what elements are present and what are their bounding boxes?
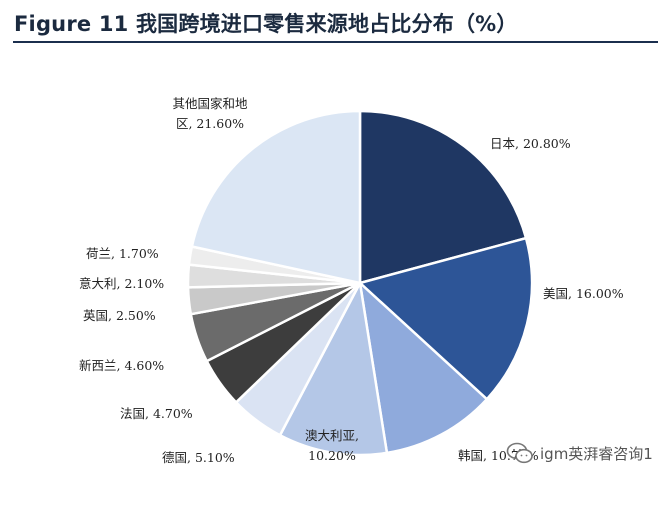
slice-label-line: 意大利, 2.10% <box>79 276 164 291</box>
slice-label-8: 意大利, 2.10% <box>79 276 164 291</box>
title-divider <box>13 41 658 43</box>
slice-label-line: 法国, 4.70% <box>120 406 193 421</box>
pie-slice-0 <box>358 109 528 285</box>
slice-label-1: 美国, 16.00% <box>543 286 624 301</box>
pie-slice-2 <box>358 281 489 455</box>
slice-label-line: 美国, 16.00% <box>543 286 624 301</box>
watermark: igm英湃睿咨询1 <box>506 442 653 464</box>
pie-slice-3 <box>278 281 389 457</box>
slice-label-line: 澳大利亚, <box>305 428 359 443</box>
slice-label-5: 法国, 4.70% <box>120 406 193 421</box>
pie-slices <box>186 109 534 457</box>
slice-label-line: 德国, 5.10% <box>162 450 235 465</box>
slice-label-line: 新西兰, 4.60% <box>79 358 164 373</box>
slice-label-6: 新西兰, 4.60% <box>79 358 164 373</box>
wechat-icon <box>506 442 533 464</box>
watermark-text: igm英湃睿咨询1 <box>540 444 653 463</box>
pie-slice-1 <box>358 236 534 401</box>
slice-label-line: 区, 21.60% <box>176 116 244 131</box>
slice-label-line: 英国, 2.50% <box>83 308 156 323</box>
pie-slice-10 <box>190 109 362 285</box>
slice-label-3: 澳大利亚, 10.20% <box>305 428 359 463</box>
slice-label-10: 其他国家和地区, 21.60% <box>172 96 248 131</box>
slice-label-line: 10.20% <box>308 448 356 463</box>
slice-label-line: 日本, 20.80% <box>490 136 571 151</box>
pie-labels: 日本, 20.80%美国, 16.00%韩国, 10.70%澳大利亚, 10.20… <box>79 96 624 465</box>
slice-label-line: 荷兰, 1.70% <box>86 246 159 261</box>
slice-label-line: 其他国家和地 <box>172 96 248 111</box>
slice-label-7: 英国, 2.50% <box>83 308 156 323</box>
slice-label-0: 日本, 20.80% <box>490 136 571 151</box>
slice-label-9: 荷兰, 1.70% <box>86 246 159 261</box>
figure-title: Figure 11 我国跨境进口零售来源地占比分布（%） <box>14 12 518 36</box>
slice-label-4: 德国, 5.10% <box>162 450 235 465</box>
